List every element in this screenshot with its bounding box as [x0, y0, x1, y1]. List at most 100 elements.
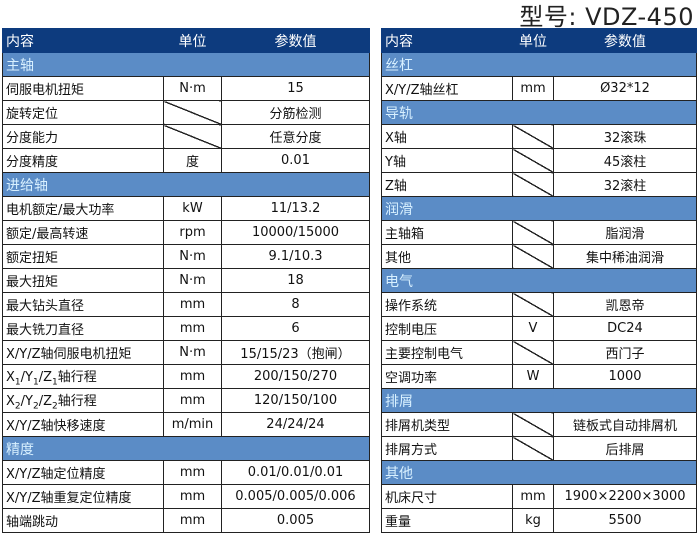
model-title: 型号: VDZ-450	[519, 3, 694, 31]
param-value: 9.1/10.3	[221, 244, 370, 269]
header-unit: 单位	[163, 28, 222, 53]
param-unit: mm	[163, 388, 222, 413]
param-unit: N·m	[163, 76, 222, 101]
param-value: 0.01/0.01/0.01	[221, 460, 370, 485]
table-row: X/Y/Z轴伺服电机扭矩 N·m 15/15/23（抱闸）	[2, 340, 370, 365]
param-name: 机床尺寸	[381, 484, 513, 509]
param-unit: 度	[163, 148, 222, 173]
spec-table-left: 内容 单位 参数值 主轴 伺服电机扭矩 N·m 15 旋转定位 分筋检测 分度能力 任意分度 分度精度…	[2, 28, 370, 533]
table-row: X/Y/Z轴丝杠 mm Ø32*12	[381, 76, 697, 101]
section-row: 导轨	[381, 100, 697, 125]
table-row: 电机额定/最大功率 kW 11/13.2	[2, 196, 370, 221]
param-value: 0.005	[221, 508, 370, 533]
param-value: 脂润滑	[553, 220, 697, 245]
param-unit: kg	[512, 508, 554, 533]
table-row: 操作系统 凯恩帝	[381, 292, 697, 317]
param-value: 32滚珠	[553, 124, 697, 149]
param-name: 排屑机类型	[381, 412, 513, 437]
param-unit: mm	[163, 292, 222, 317]
table-row: 最大铣刀直径 mm 6	[2, 316, 370, 341]
section-row: 润滑	[381, 196, 697, 221]
table-row: 重量 kg 5500	[381, 508, 697, 533]
section-title: 进给轴	[2, 172, 370, 197]
table-row: 最大扭矩 N·m 18	[2, 268, 370, 293]
table-row: 额定/最高转速 rpm 10000/15000	[2, 220, 370, 245]
section-title: 排屑	[381, 388, 697, 413]
param-value: 5500	[553, 508, 697, 533]
param-name: 电机额定/最大功率	[2, 196, 164, 221]
param-value: 后排屑	[553, 436, 697, 461]
table-row: 空调功率 W 1000	[381, 364, 697, 389]
table-row: 控制电压 V DC24	[381, 316, 697, 341]
param-unit	[512, 244, 554, 269]
param-value: 10000/15000	[221, 220, 370, 245]
param-unit: mm	[163, 316, 222, 341]
section-title: 导轨	[381, 100, 697, 125]
param-unit	[512, 436, 554, 461]
param-name: 排屑方式	[381, 436, 513, 461]
table-row: 主轴箱 脂润滑	[381, 220, 697, 245]
table-row: 伺服电机扭矩 N·m 15	[2, 76, 370, 101]
section-row: 主轴	[2, 52, 370, 77]
param-unit	[512, 292, 554, 317]
section-title: 主轴	[2, 52, 370, 77]
param-name: X2/Y2/Z2轴行程	[2, 388, 164, 413]
table-row: X/Y/Z轴定位精度 mm 0.01/0.01/0.01	[2, 460, 370, 485]
param-value: 凯恩帝	[553, 292, 697, 317]
param-value: 18	[221, 268, 370, 293]
param-unit: kW	[163, 196, 222, 221]
header-content: 内容	[2, 28, 164, 53]
param-value: 分筋检测	[221, 100, 370, 125]
section-title: 精度	[2, 436, 370, 461]
header-value: 参数值	[221, 28, 370, 53]
param-name: X/Y/Z轴定位精度	[2, 460, 164, 485]
param-name: 旋转定位	[2, 100, 164, 125]
spec-table-right: 内容 单位 参数值 丝杠 X/Y/Z轴丝杠 mm Ø32*12 导轨 X轴 32滚珠 Y轴 45滚柱 Z…	[381, 28, 697, 533]
param-value: 15	[221, 76, 370, 101]
param-value: 32滚柱	[553, 172, 697, 197]
header-content: 内容	[381, 28, 513, 53]
param-value: DC24	[553, 316, 697, 341]
param-name: 轴端跳动	[2, 508, 164, 533]
param-unit: mm	[163, 364, 222, 389]
table-row: 机床尺寸 mm 1900×2200×3000	[381, 484, 697, 509]
param-name: 主要控制电气	[381, 340, 513, 365]
param-unit	[512, 124, 554, 149]
param-unit	[163, 124, 222, 149]
section-title: 丝杠	[381, 52, 697, 77]
table-header: 内容 单位 参数值	[2, 28, 370, 53]
param-name: 额定/最高转速	[2, 220, 164, 245]
table-row: X轴 32滚珠	[381, 124, 697, 149]
table-row: X/Y/Z轴快移速度 m/min 24/24/24	[2, 412, 370, 437]
param-unit	[163, 100, 222, 125]
param-value: 1000	[553, 364, 697, 389]
section-title: 电气	[381, 268, 697, 293]
param-name: 分度精度	[2, 148, 164, 173]
param-name: 最大扭矩	[2, 268, 164, 293]
param-name: X/Y/Z轴快移速度	[2, 412, 164, 437]
param-value: Ø32*12	[553, 76, 697, 101]
table-row: 主要控制电气 西门子	[381, 340, 697, 365]
param-value: 链板式自动排屑机	[553, 412, 697, 437]
table-row: 轴端跳动 mm 0.005	[2, 508, 370, 533]
param-unit: mm	[163, 484, 222, 509]
section-row: 进给轴	[2, 172, 370, 197]
param-unit	[512, 172, 554, 197]
param-unit: mm	[512, 484, 554, 509]
section-title: 润滑	[381, 196, 697, 221]
param-name: 控制电压	[381, 316, 513, 341]
param-value: 6	[221, 316, 370, 341]
param-unit: N·m	[163, 340, 222, 365]
param-name: X轴	[381, 124, 513, 149]
param-value: 0.01	[221, 148, 370, 173]
param-name: 主轴箱	[381, 220, 513, 245]
param-value: 0.005/0.005/0.006	[221, 484, 370, 509]
param-unit: W	[512, 364, 554, 389]
param-name: 伺服电机扭矩	[2, 76, 164, 101]
param-name: 额定扭矩	[2, 244, 164, 269]
section-row: 精度	[2, 436, 370, 461]
param-value: 集中稀油润滑	[553, 244, 697, 269]
table-row: X1/Y1/Z1轴行程 mm 200/150/270	[2, 364, 370, 389]
table-row: 最大钻头直径 mm 8	[2, 292, 370, 317]
param-name: 最大铣刀直径	[2, 316, 164, 341]
